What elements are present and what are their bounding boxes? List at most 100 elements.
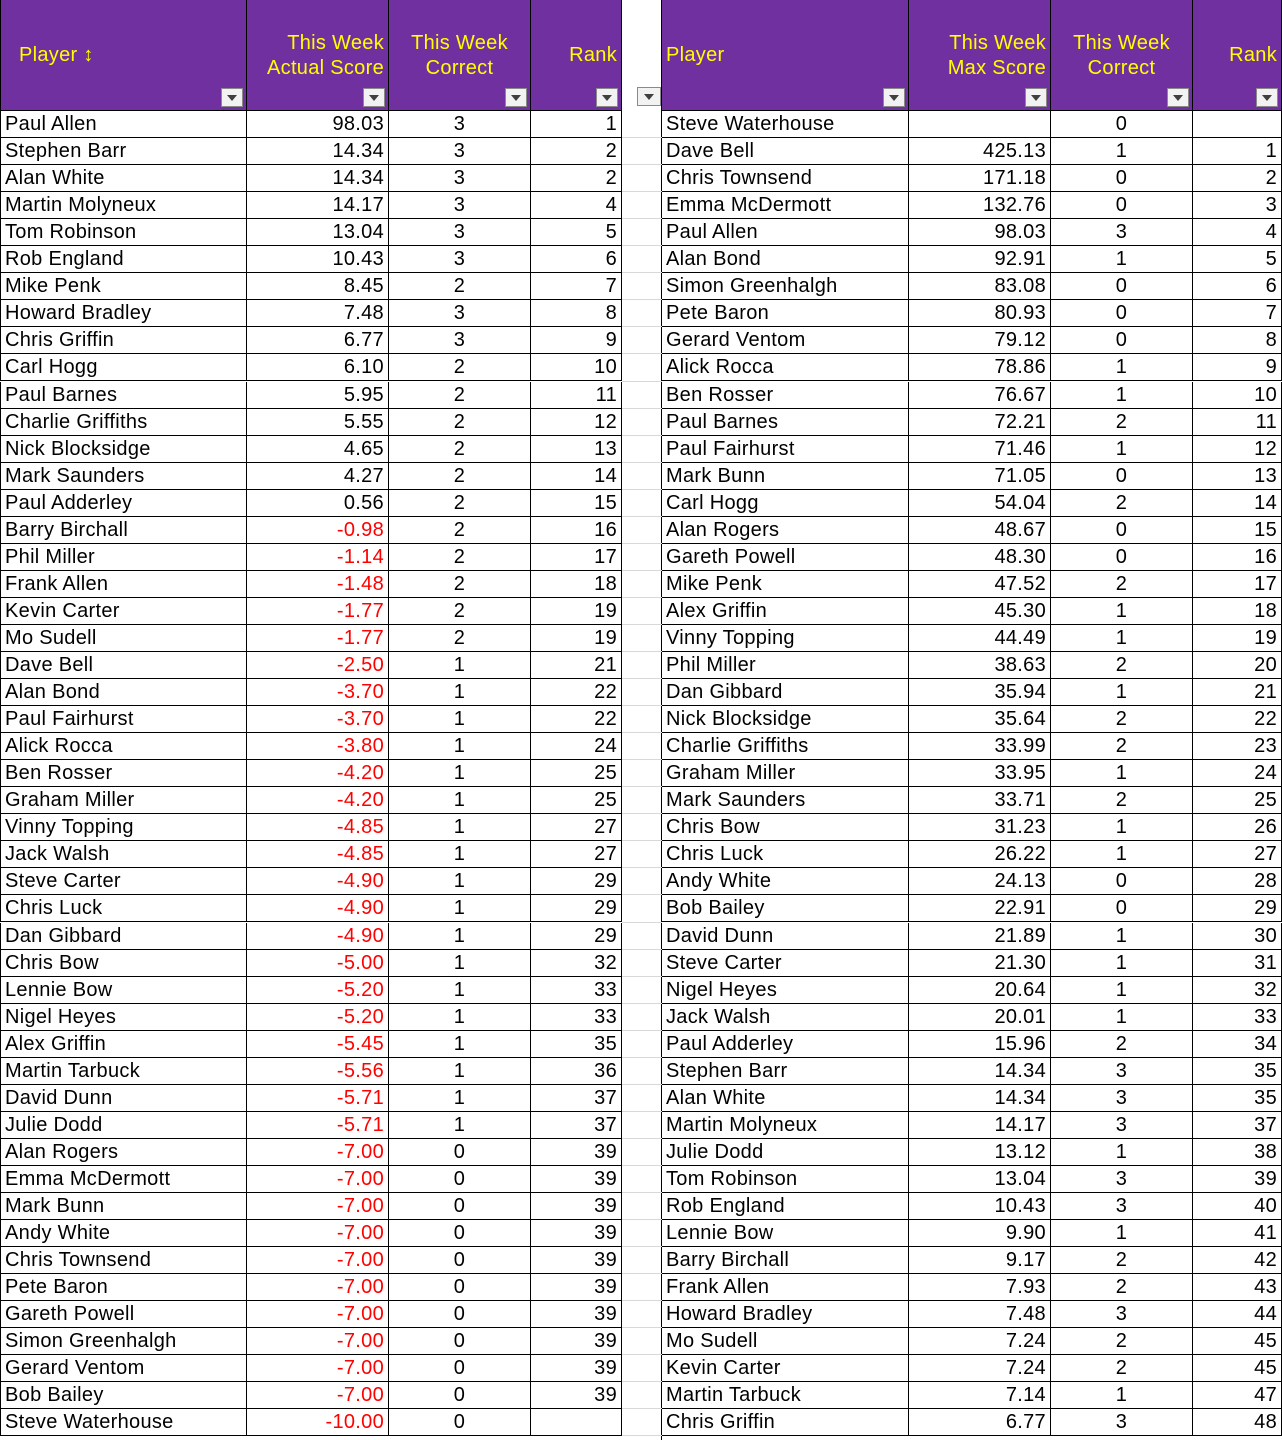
player-cell[interactable]: Dave Bell — [0, 652, 247, 679]
actual-score-cell[interactable]: -4.85 — [247, 814, 389, 842]
max-score-cell[interactable]: 48.67 — [909, 516, 1051, 544]
rank-cell[interactable]: 33 — [1193, 1003, 1282, 1031]
rank-cell[interactable]: 33 — [531, 1003, 622, 1031]
rank-cell[interactable]: 6 — [1193, 273, 1282, 301]
actual-score-cell[interactable]: -5.20 — [247, 1003, 389, 1031]
actual-score-cell[interactable]: -4.20 — [247, 787, 389, 815]
correct-cell[interactable]: 3 — [1051, 1409, 1193, 1437]
max-score-cell[interactable]: 132.76 — [909, 192, 1051, 220]
left-header-correct[interactable]: This Week Correct — [389, 0, 531, 111]
max-score-cell[interactable]: 47.52 — [909, 570, 1051, 598]
correct-cell[interactable]: 1 — [389, 1057, 531, 1085]
rank-cell[interactable]: 21 — [1193, 679, 1282, 707]
correct-cell[interactable]: 1 — [389, 868, 531, 896]
player-cell[interactable]: Lennie Bow — [662, 1220, 909, 1248]
actual-score-cell[interactable]: -4.90 — [247, 868, 389, 896]
max-score-cell[interactable]: 9.17 — [909, 1247, 1051, 1275]
player-cell[interactable]: Bob Bailey — [0, 1382, 247, 1410]
player-cell[interactable]: Rob England — [0, 246, 247, 274]
max-score-cell[interactable]: 10.43 — [909, 1193, 1051, 1220]
left-rank-filter-button[interactable] — [596, 88, 618, 107]
correct-cell[interactable]: 0 — [1051, 868, 1193, 896]
rank-cell[interactable]: 25 — [531, 760, 622, 788]
correct-cell[interactable]: 1 — [389, 787, 531, 815]
player-cell[interactable]: Lennie Bow — [0, 976, 247, 1004]
max-score-cell[interactable]: 83.08 — [909, 273, 1051, 301]
player-cell[interactable]: Paul Allen — [662, 219, 909, 247]
actual-score-cell[interactable]: 5.95 — [247, 381, 389, 409]
player-cell[interactable]: Steve Waterhouse — [662, 111, 909, 138]
correct-cell[interactable]: 1 — [389, 679, 531, 707]
player-cell[interactable]: Martin Tarbuck — [662, 1382, 909, 1410]
correct-cell[interactable]: 0 — [389, 1355, 531, 1383]
max-score-cell[interactable]: 425.13 — [909, 138, 1051, 166]
actual-score-cell[interactable]: -5.71 — [247, 1084, 389, 1112]
left-header-rank[interactable]: Rank — [531, 0, 622, 111]
correct-cell[interactable]: 3 — [389, 165, 531, 193]
player-cell[interactable]: Emma McDermott — [0, 1165, 247, 1193]
rank-cell[interactable]: 19 — [531, 624, 622, 652]
max-score-cell[interactable]: 6.77 — [909, 1409, 1051, 1437]
rank-cell[interactable]: 39 — [531, 1382, 622, 1410]
player-cell[interactable]: Alex Griffin — [0, 1030, 247, 1058]
player-cell[interactable]: Julie Dodd — [662, 1138, 909, 1166]
rank-cell[interactable]: 45 — [1193, 1355, 1282, 1383]
rank-cell[interactable]: 5 — [1193, 246, 1282, 274]
rank-cell[interactable]: 35 — [531, 1030, 622, 1058]
rank-cell[interactable]: 2 — [531, 138, 622, 166]
correct-cell[interactable]: 2 — [389, 543, 531, 571]
actual-score-cell[interactable]: -7.00 — [247, 1138, 389, 1166]
player-cell[interactable]: Dan Gibbard — [0, 922, 247, 950]
rank-cell[interactable]: 27 — [531, 814, 622, 842]
player-cell[interactable]: Pete Baron — [662, 300, 909, 328]
player-cell[interactable]: Frank Allen — [662, 1274, 909, 1302]
correct-cell[interactable]: 2 — [389, 435, 531, 463]
left-header-player[interactable]: Player ↕ — [0, 0, 247, 111]
correct-cell[interactable]: 1 — [389, 1030, 531, 1058]
left-correct-filter-button[interactable] — [505, 88, 527, 107]
actual-score-cell[interactable]: -0.98 — [247, 516, 389, 544]
correct-cell[interactable]: 3 — [389, 219, 531, 247]
rank-cell[interactable]: 38 — [1193, 1138, 1282, 1166]
correct-cell[interactable]: 2 — [389, 273, 531, 301]
actual-score-cell[interactable]: -4.90 — [247, 895, 389, 923]
correct-cell[interactable]: 1 — [1051, 246, 1193, 274]
player-cell[interactable]: Tom Robinson — [662, 1165, 909, 1193]
player-cell[interactable]: Alex Griffin — [662, 597, 909, 625]
rank-cell[interactable]: 35 — [1193, 1057, 1282, 1085]
rank-cell[interactable]: 1 — [1193, 138, 1282, 166]
correct-cell[interactable]: 2 — [1051, 1355, 1193, 1383]
rank-cell[interactable]: 12 — [1193, 435, 1282, 463]
rank-cell[interactable]: 6 — [531, 246, 622, 274]
actual-score-cell[interactable]: -4.20 — [247, 760, 389, 788]
max-score-cell[interactable]: 35.94 — [909, 679, 1051, 707]
player-cell[interactable]: Mo Sudell — [662, 1328, 909, 1356]
max-score-cell[interactable]: 45.30 — [909, 597, 1051, 625]
right-header-rank[interactable]: Rank — [1193, 0, 1282, 111]
spacer-filter-button[interactable] — [637, 87, 661, 106]
correct-cell[interactable]: 3 — [389, 111, 531, 138]
rank-cell[interactable]: 47 — [1193, 1382, 1282, 1410]
correct-cell[interactable]: 0 — [389, 1220, 531, 1248]
correct-cell[interactable]: 0 — [1051, 462, 1193, 490]
player-cell[interactable]: Graham Miller — [662, 760, 909, 788]
right-correct-filter-button[interactable] — [1167, 88, 1189, 107]
rank-cell[interactable]: 29 — [531, 868, 622, 896]
correct-cell[interactable]: 0 — [389, 1274, 531, 1302]
correct-cell[interactable]: 2 — [1051, 1274, 1193, 1302]
rank-cell[interactable]: 39 — [531, 1193, 622, 1220]
actual-score-cell[interactable]: -5.20 — [247, 976, 389, 1004]
rank-cell[interactable]: 21 — [531, 652, 622, 679]
correct-cell[interactable]: 1 — [1051, 354, 1193, 382]
player-cell[interactable]: Alan Bond — [662, 246, 909, 274]
player-cell[interactable]: Mark Bunn — [662, 462, 909, 490]
right-max-score-filter-button[interactable] — [1025, 88, 1047, 107]
player-cell[interactable]: Jack Walsh — [662, 1003, 909, 1031]
player-cell[interactable]: Ben Rosser — [662, 381, 909, 409]
rank-cell[interactable]: 41 — [1193, 1220, 1282, 1248]
rank-cell[interactable]: 13 — [1193, 462, 1282, 490]
correct-cell[interactable]: 3 — [389, 192, 531, 220]
correct-cell[interactable]: 2 — [1051, 733, 1193, 761]
player-cell[interactable]: Mark Saunders — [662, 787, 909, 815]
rank-cell[interactable]: 16 — [531, 516, 622, 544]
